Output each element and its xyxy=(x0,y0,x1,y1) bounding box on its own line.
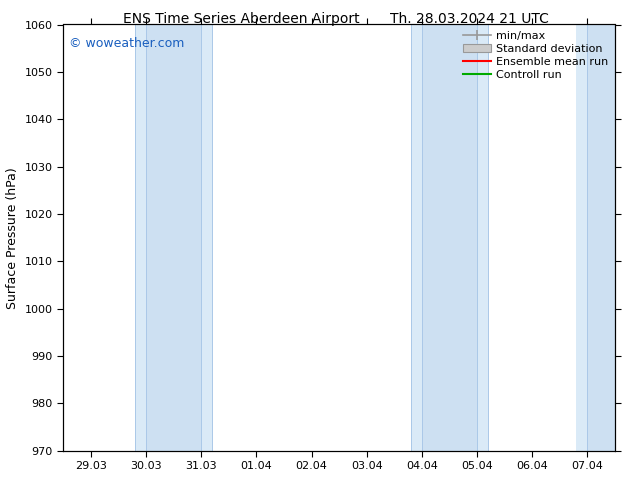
Bar xyxy=(135,24,212,451)
Bar xyxy=(422,24,477,451)
Text: Th. 28.03.2024 21 UTC: Th. 28.03.2024 21 UTC xyxy=(390,12,548,26)
Legend: min/max, Standard deviation, Ensemble mean run, Controll run: min/max, Standard deviation, Ensemble me… xyxy=(458,27,612,84)
Text: © woweather.com: © woweather.com xyxy=(69,37,184,50)
Bar xyxy=(588,24,615,451)
Text: ENS Time Series Aberdeen Airport: ENS Time Series Aberdeen Airport xyxy=(122,12,359,26)
Bar xyxy=(146,24,202,451)
Bar xyxy=(411,24,488,451)
Y-axis label: Surface Pressure (hPa): Surface Pressure (hPa) xyxy=(6,167,19,309)
Bar xyxy=(576,24,615,451)
